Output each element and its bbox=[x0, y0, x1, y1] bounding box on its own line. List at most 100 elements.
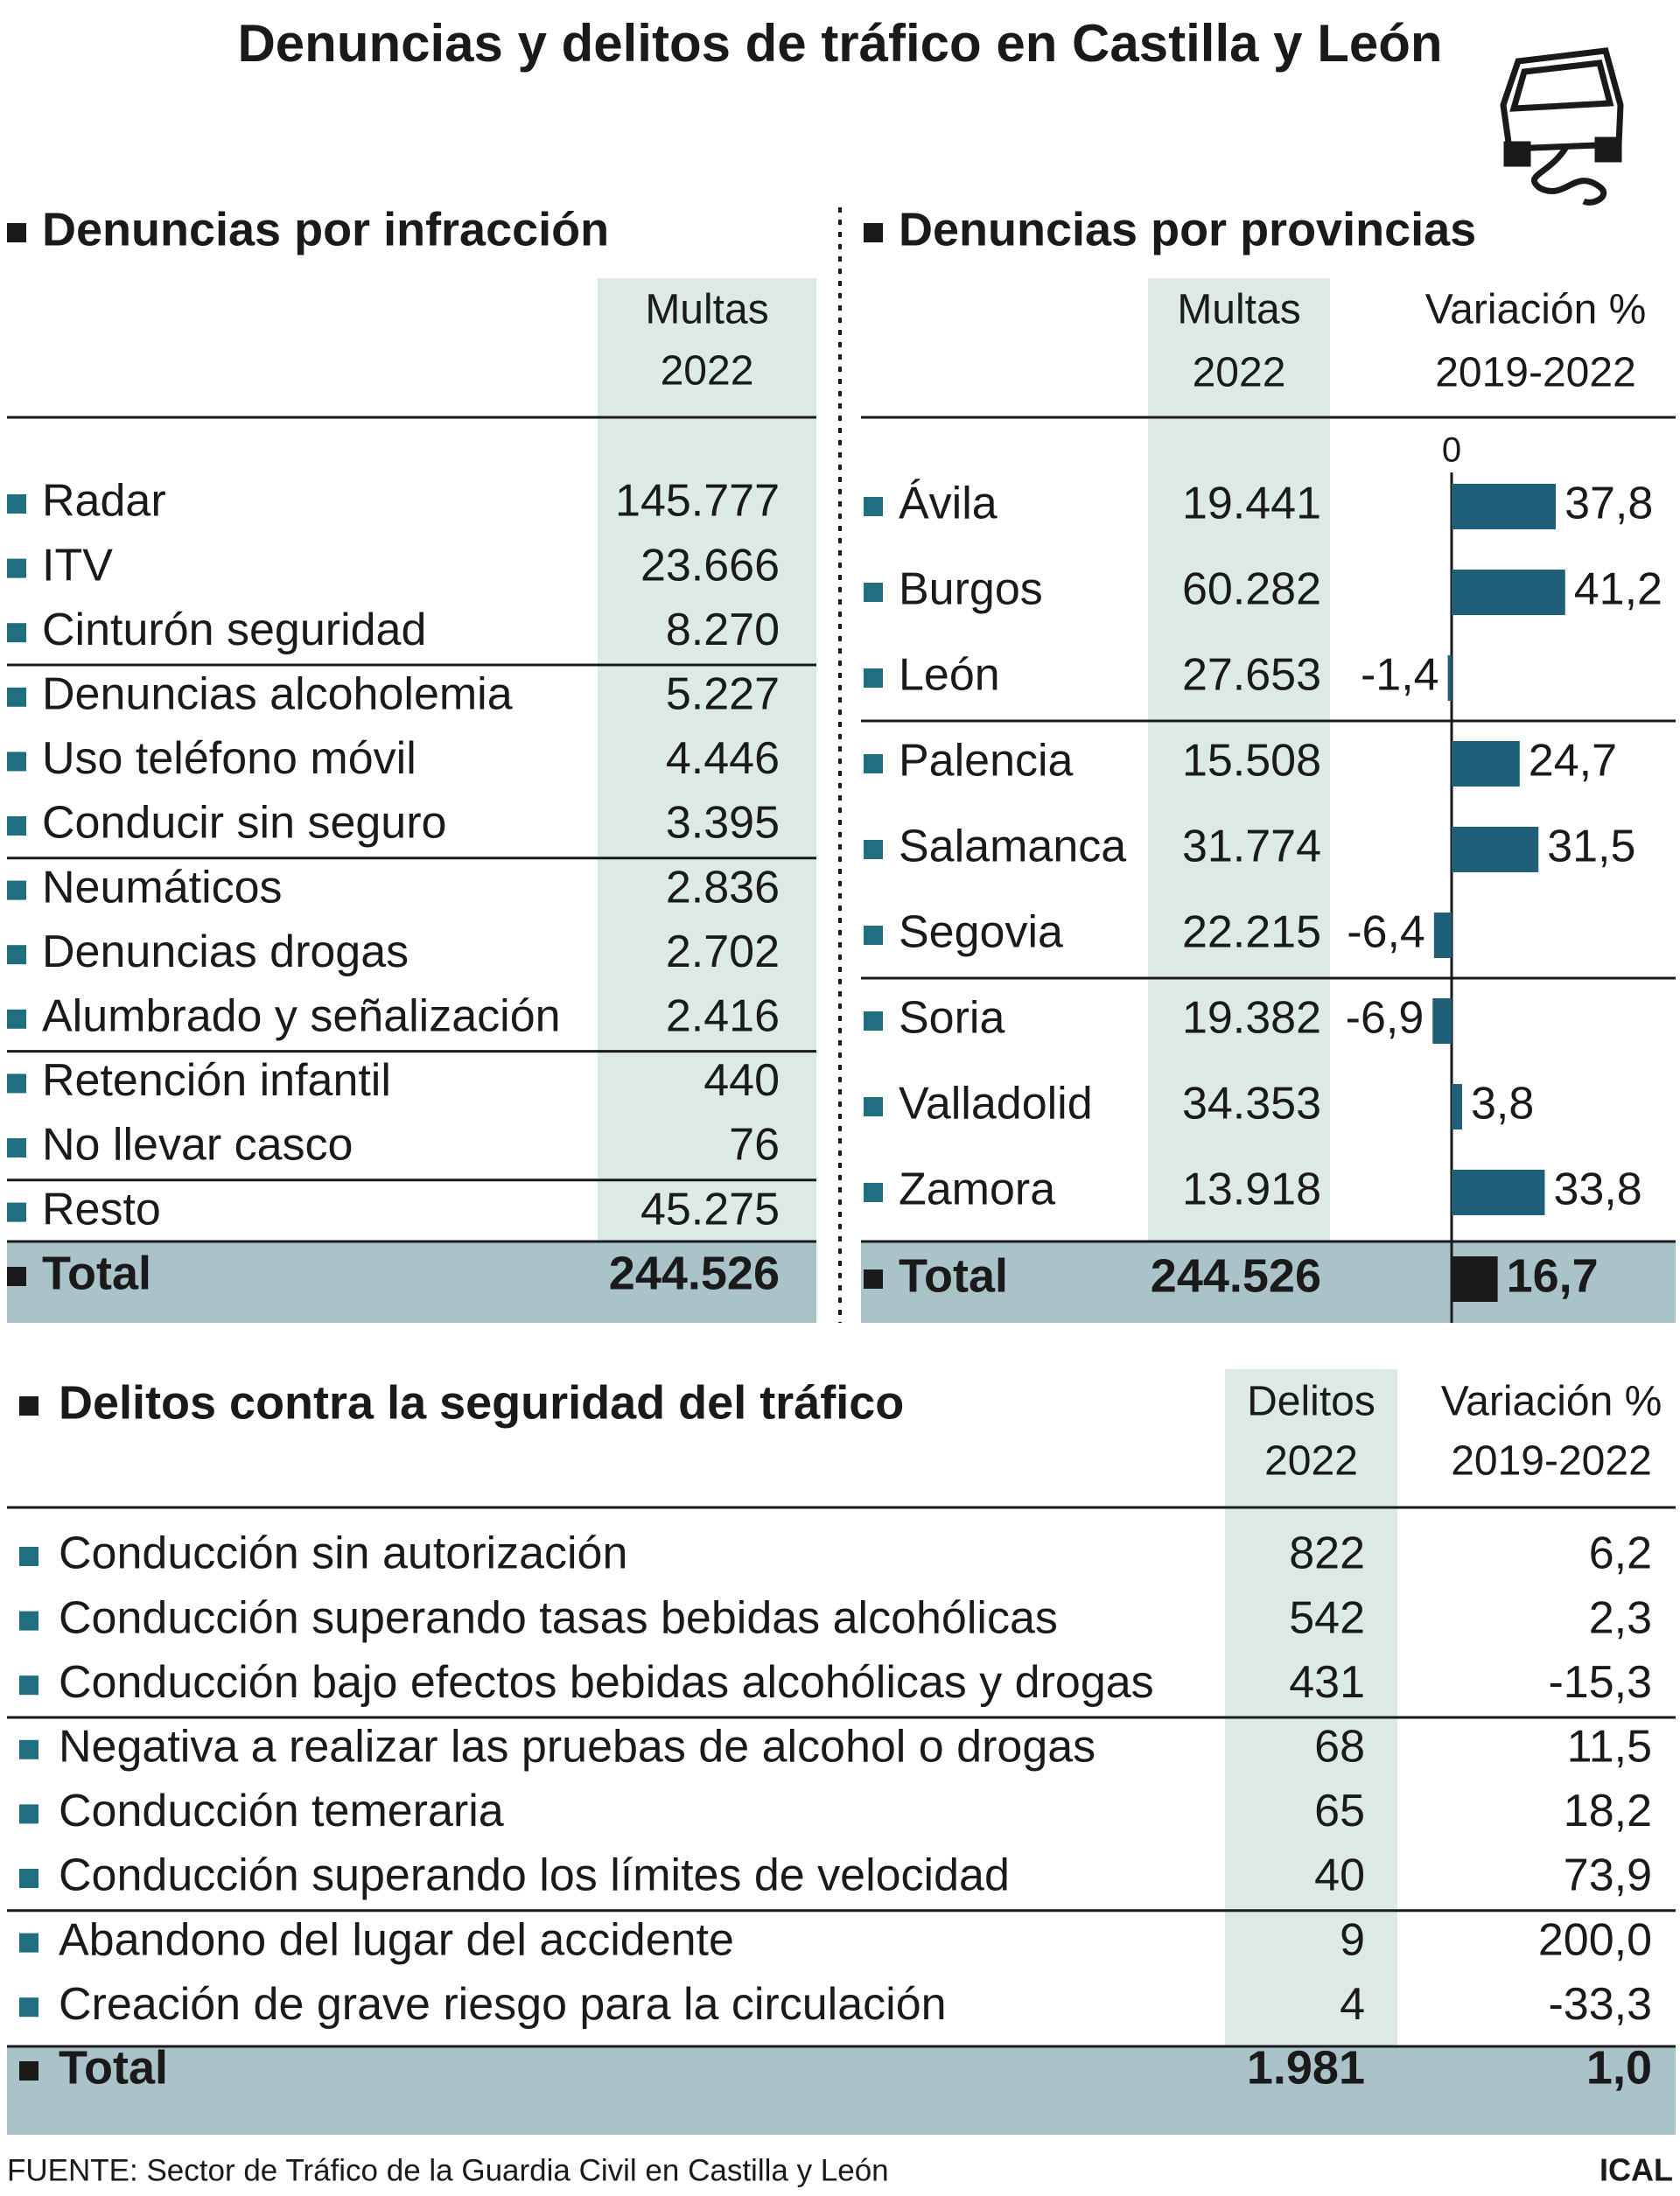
total-band bbox=[7, 1241, 816, 1323]
bullet bbox=[19, 1675, 38, 1696]
bar bbox=[1452, 741, 1520, 787]
row-label: Soria bbox=[899, 993, 1004, 1044]
column-header: 2019-2022 bbox=[1435, 350, 1636, 396]
row-variation: 6,2 bbox=[1589, 1528, 1652, 1579]
bullet bbox=[7, 1009, 26, 1029]
bullet bbox=[7, 1138, 26, 1157]
row-value: 19.382 bbox=[1182, 993, 1321, 1044]
bullet bbox=[7, 752, 26, 772]
row-label: Denuncias drogas bbox=[42, 927, 409, 977]
bullet bbox=[7, 558, 26, 578]
column-header: Delitos bbox=[1247, 1379, 1376, 1425]
row-label: Conducción bajo efectos bebidas alcohóli… bbox=[59, 1657, 1154, 1708]
row-label: León bbox=[899, 650, 1000, 701]
row-label: Burgos bbox=[899, 564, 1043, 615]
section-title: Denuncias por provincias bbox=[899, 203, 1476, 255]
bar-label: 31,5 bbox=[1547, 822, 1635, 872]
column-header: Multas bbox=[645, 287, 768, 333]
zero-tick-label: 0 bbox=[1442, 431, 1461, 470]
bar-label: 37,8 bbox=[1564, 479, 1653, 529]
row-value: 19.441 bbox=[1182, 479, 1321, 529]
bullet bbox=[864, 840, 883, 859]
bar bbox=[1452, 827, 1539, 872]
row-variation: 73,9 bbox=[1564, 1850, 1652, 1901]
bullet bbox=[19, 1997, 38, 2018]
total-value: 1.981 bbox=[1247, 2041, 1365, 2094]
bar-label: -1,4 bbox=[1361, 650, 1439, 701]
total-value: 244.526 bbox=[609, 1247, 780, 1299]
source: FUENTE: Sector de Tráfico de la Guardia … bbox=[7, 2153, 889, 2187]
bullet bbox=[19, 1739, 38, 1759]
car-icon bbox=[1500, 47, 1624, 206]
row-value: 31.774 bbox=[1182, 822, 1321, 872]
row-value: 15.508 bbox=[1182, 736, 1321, 787]
bullet bbox=[864, 1097, 883, 1116]
bar-label: 41,2 bbox=[1574, 564, 1662, 615]
row-label: Denuncias alcoholemia bbox=[42, 669, 513, 720]
title: Denuncias y delitos de tráfico en Castil… bbox=[237, 14, 1442, 73]
bar bbox=[1452, 484, 1557, 529]
row-value: 13.918 bbox=[1182, 1164, 1321, 1215]
row-label: Uso teléfono móvil bbox=[42, 733, 416, 784]
column-header: 2022 bbox=[1193, 350, 1286, 396]
row-value: 5.227 bbox=[666, 669, 780, 720]
row-value: 4.446 bbox=[666, 733, 780, 784]
row-variation: -33,3 bbox=[1548, 1979, 1652, 2030]
row-label: No llevar casco bbox=[42, 1120, 353, 1171]
total-bar-label: 16,7 bbox=[1507, 1249, 1599, 1302]
row-variation: 200,0 bbox=[1538, 1914, 1652, 1965]
row-label: Segovia bbox=[899, 907, 1063, 958]
row-label: Negativa a realizar las pruebas de alcoh… bbox=[59, 1722, 1096, 1773]
row-value: 2.416 bbox=[666, 991, 780, 1042]
row-variation: 18,2 bbox=[1564, 1786, 1652, 1836]
bullet bbox=[7, 945, 26, 965]
bullet bbox=[864, 754, 883, 773]
bullet bbox=[7, 623, 26, 643]
row-value: 2.702 bbox=[666, 927, 780, 977]
total-label: Total bbox=[899, 1249, 1008, 1302]
total-band bbox=[861, 1241, 1676, 1323]
total-band bbox=[7, 2046, 1676, 2135]
row-label: Retención infantil bbox=[42, 1055, 391, 1106]
row-value: 23.666 bbox=[640, 540, 780, 591]
row-value: 4 bbox=[1340, 1979, 1365, 2030]
bullet bbox=[864, 668, 883, 688]
bullet bbox=[7, 1202, 26, 1222]
row-value: 9 bbox=[1340, 1914, 1365, 1965]
row-value: 40 bbox=[1314, 1850, 1365, 1901]
bullet bbox=[864, 583, 883, 602]
column-shade bbox=[598, 278, 816, 1241]
bar bbox=[1432, 998, 1452, 1044]
column-shade bbox=[1148, 278, 1330, 1241]
bar bbox=[1452, 570, 1565, 615]
row-label: Salamanca bbox=[899, 822, 1126, 872]
bullet bbox=[864, 1183, 883, 1202]
total-value: 244.526 bbox=[1151, 1249, 1321, 1302]
bullet bbox=[864, 926, 883, 945]
total-label: Total bbox=[42, 1247, 151, 1299]
row-value: 542 bbox=[1289, 1592, 1365, 1643]
row-value: 65 bbox=[1314, 1786, 1365, 1836]
bullet bbox=[7, 880, 26, 900]
column-header: Multas bbox=[1177, 287, 1300, 333]
row-label: Creación de grave riesgo para la circula… bbox=[59, 1979, 947, 2030]
bullet bbox=[7, 223, 26, 242]
column-header: Variación % bbox=[1425, 287, 1647, 333]
bullet bbox=[19, 2061, 38, 2081]
row-label: Conducción sin autorización bbox=[59, 1528, 627, 1579]
row-label: Valladolid bbox=[899, 1079, 1093, 1129]
bullet bbox=[7, 687, 26, 707]
column-header: 2022 bbox=[1264, 1438, 1358, 1485]
row-value: 45.275 bbox=[640, 1184, 780, 1234]
row-value: 2.836 bbox=[666, 862, 780, 913]
row-value: 145.777 bbox=[615, 476, 780, 527]
row-value: 3.395 bbox=[666, 798, 780, 849]
bar-label: -6,9 bbox=[1346, 993, 1424, 1044]
bar-label: 33,8 bbox=[1553, 1164, 1642, 1215]
row-label: Palencia bbox=[899, 736, 1074, 787]
total-variation: 1,0 bbox=[1586, 2041, 1652, 2094]
bar bbox=[1452, 1170, 1545, 1215]
bar-label: -6,4 bbox=[1347, 907, 1425, 958]
